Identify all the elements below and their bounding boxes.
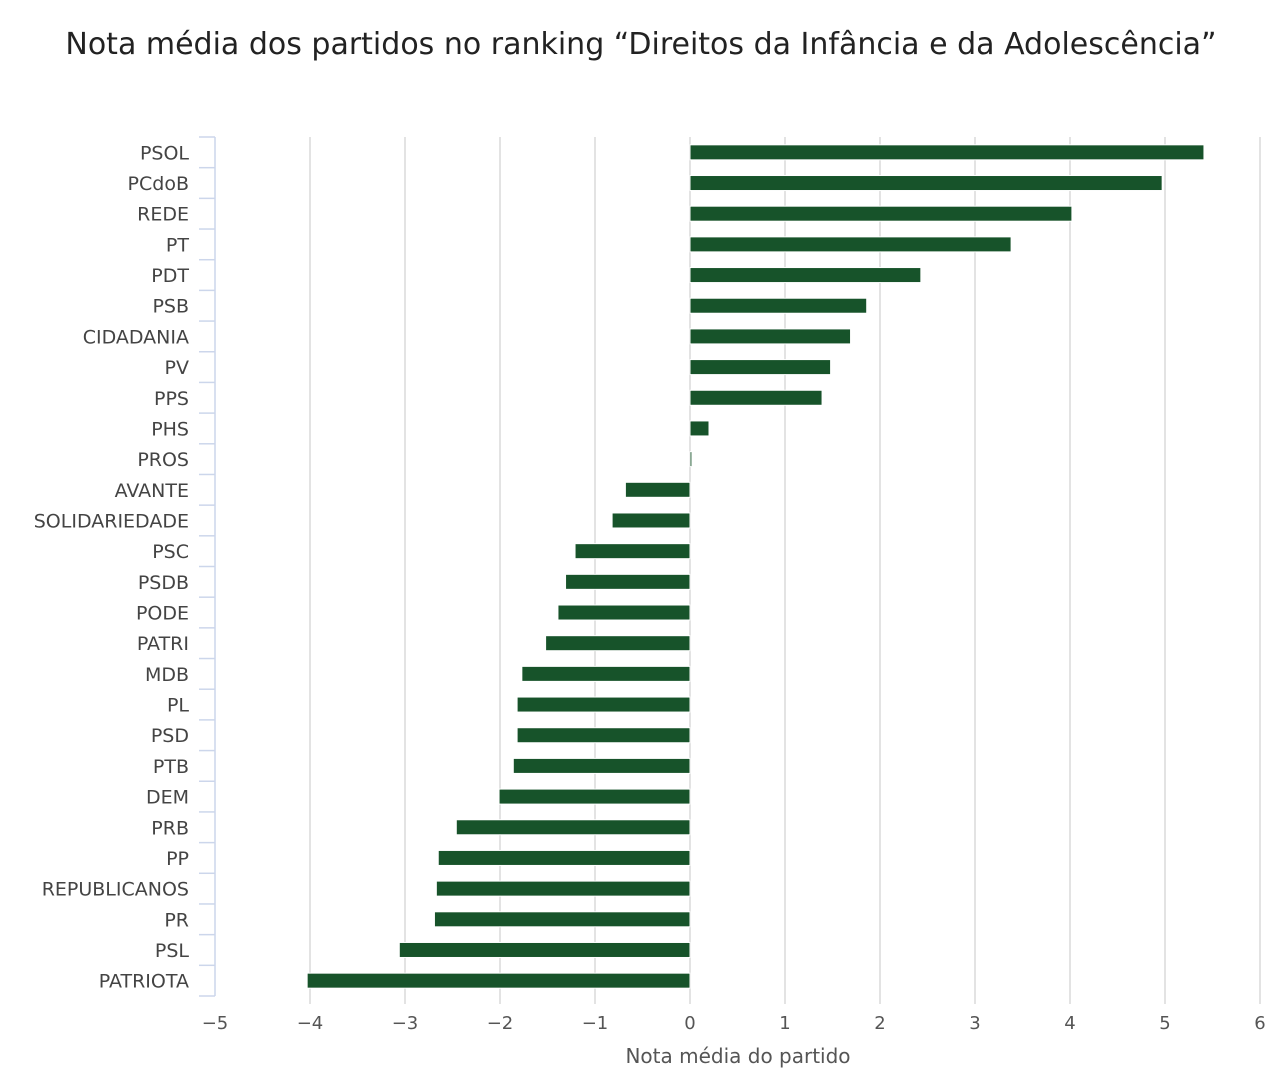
- category-label: AVANTE: [115, 480, 189, 502]
- bar-pt: [689, 236, 1012, 253]
- x-tick-label: 3: [969, 1013, 980, 1034]
- bar-ptb: [512, 757, 691, 774]
- category-label: PL: [167, 695, 189, 717]
- x-tick-label: −4: [297, 1013, 324, 1034]
- x-tick-label: 1: [779, 1013, 790, 1034]
- bar-pdt: [689, 267, 922, 284]
- category-label: PDT: [151, 265, 189, 287]
- bar-psol: [689, 144, 1205, 161]
- bar-pl: [516, 696, 691, 713]
- category-label: SOLIDARIEDADE: [34, 510, 189, 532]
- bar-solidariedade: [611, 512, 691, 529]
- category-label: PRB: [151, 817, 189, 839]
- category-label: MDB: [145, 664, 189, 686]
- chart-title: Nota média dos partidos no ranking “Dire…: [65, 27, 1217, 62]
- category-label: PV: [165, 357, 189, 379]
- bar-pode: [557, 604, 691, 621]
- x-tick-label: 2: [874, 1013, 885, 1034]
- category-label: PR: [164, 909, 189, 931]
- x-axis-title: Nota média do partido: [625, 1044, 850, 1068]
- bar-cidadania: [689, 328, 852, 345]
- bar-psd: [516, 727, 691, 744]
- category-label: PPS: [154, 388, 189, 410]
- category-label: PSL: [155, 940, 190, 962]
- category-label: PT: [166, 234, 189, 256]
- bar-psdb: [565, 573, 691, 590]
- bar-patriota: [306, 972, 691, 989]
- category-label: REPUBLICANOS: [42, 879, 189, 901]
- bar-psc: [574, 543, 691, 560]
- bar-dem: [498, 788, 691, 805]
- category-label: PATRI: [137, 633, 189, 655]
- bar-republicanos: [435, 880, 691, 897]
- category-label: REDE: [137, 204, 189, 226]
- bar-phs: [689, 420, 710, 437]
- bar-patri: [545, 635, 691, 652]
- category-label: PSB: [152, 296, 189, 318]
- bar-prb: [455, 819, 691, 836]
- category-label: PROS: [137, 449, 189, 471]
- bar-pv: [689, 359, 832, 376]
- category-label: PP: [166, 848, 189, 870]
- bar-psl: [398, 941, 691, 958]
- x-tick-label: −2: [487, 1013, 514, 1034]
- x-tick-label: −5: [202, 1013, 229, 1034]
- bar-pcdob: [689, 175, 1163, 192]
- category-label: PSC: [152, 541, 189, 563]
- category-label: PODE: [136, 603, 189, 625]
- bar-rede: [689, 205, 1073, 222]
- bar-mdb: [521, 665, 691, 682]
- category-label: PCdoB: [128, 173, 189, 195]
- bar-pros: [689, 451, 693, 468]
- category-label: PTB: [153, 756, 189, 778]
- bar-pp: [437, 849, 691, 866]
- bar-psb: [689, 297, 868, 314]
- category-label: DEM: [146, 787, 189, 809]
- category-label: PSOL: [140, 142, 189, 164]
- bar-pr: [433, 911, 691, 928]
- category-label: CIDADANIA: [83, 326, 189, 348]
- bar-pps: [689, 389, 823, 406]
- category-label: PSD: [151, 725, 189, 747]
- x-tick-label: 6: [1254, 1013, 1265, 1034]
- x-tick-label: 4: [1064, 1013, 1075, 1034]
- bar-avante: [624, 481, 691, 498]
- x-tick-label: −3: [392, 1013, 419, 1034]
- category-label: PATRIOTA: [99, 971, 189, 993]
- x-tick-label: 0: [684, 1013, 695, 1034]
- category-label: PSDB: [138, 572, 189, 594]
- x-tick-label: 5: [1159, 1013, 1170, 1034]
- category-label: PHS: [151, 418, 189, 440]
- x-tick-label: −1: [582, 1013, 609, 1034]
